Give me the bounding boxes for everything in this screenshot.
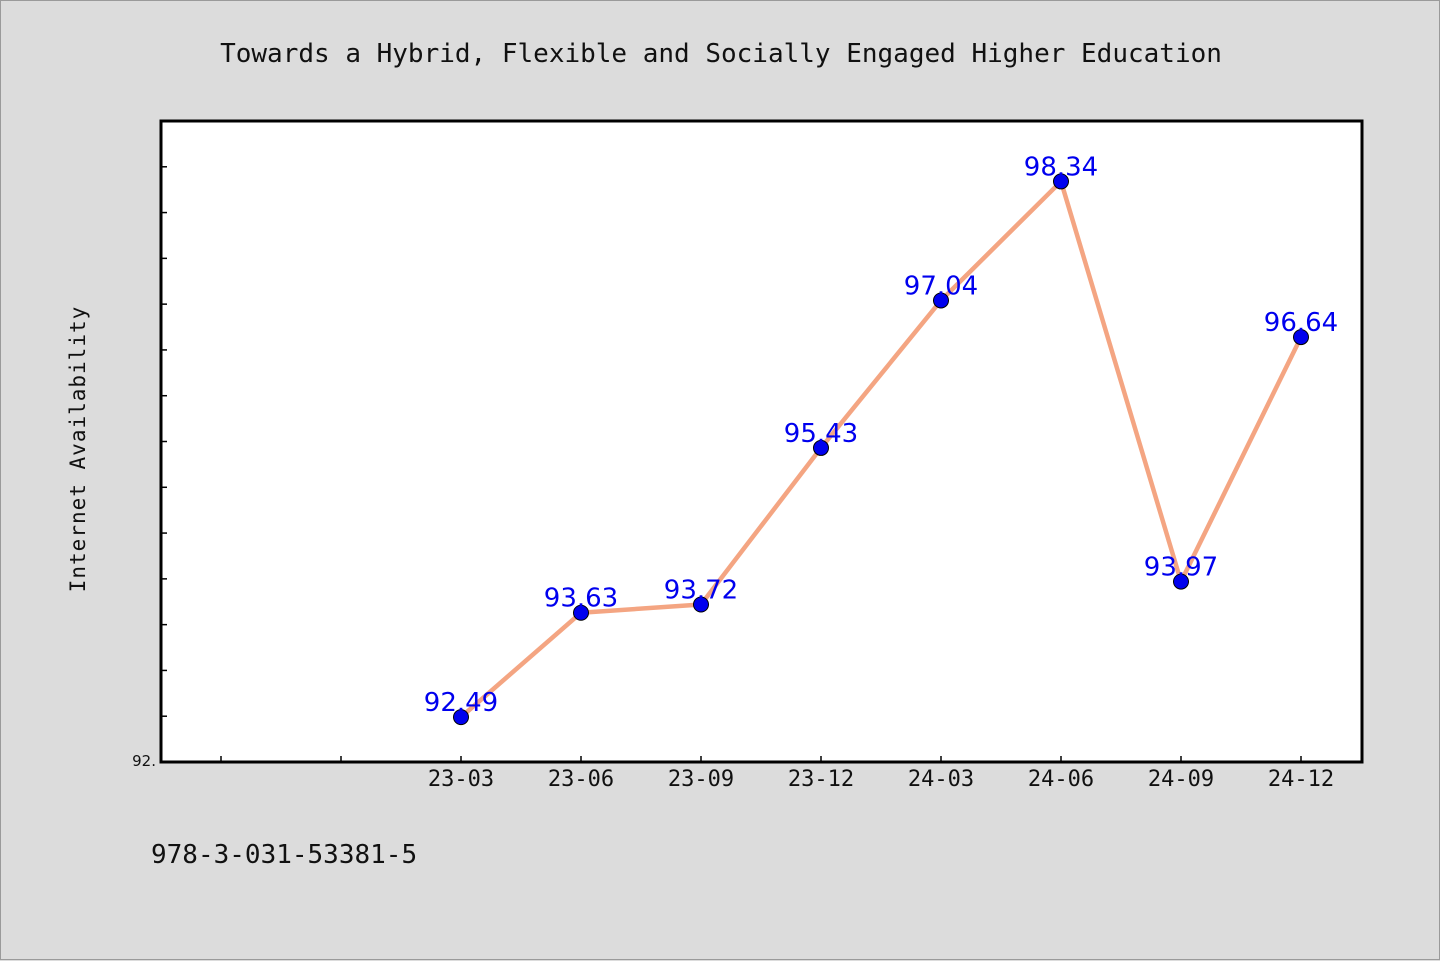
x-tick-label: 24-03 [908, 767, 974, 792]
x-tick-label: 23-12 [788, 767, 854, 792]
data-point [813, 439, 829, 456]
x-axis-ticks: 23-03 23-06 23-09 23-12 24-03 24-06 24-09 24-12 [220, 756, 1334, 792]
plot-area [159, 119, 1364, 764]
x-tick-label: 24-06 [1028, 767, 1094, 792]
data-label: 98.34 [1024, 152, 1098, 182]
data-label: 92.49 [424, 688, 498, 718]
x-tick-label: 24-09 [1148, 767, 1214, 792]
data-point [693, 596, 709, 613]
data-points [453, 173, 1309, 726]
data-label: 96.64 [1264, 308, 1338, 338]
chart-title: Towards a Hybrid, Flexible and Socially … [220, 39, 1222, 69]
x-tick-label: 23-06 [548, 767, 614, 792]
y-axis-ticks [161, 120, 167, 717]
x-tick-label: 24-12 [1268, 767, 1334, 792]
y-tick-label: 92. [132, 752, 156, 770]
data-point [1173, 573, 1189, 590]
series-line-group [459, 179, 1304, 719]
data-label: 93.97 [1144, 553, 1218, 583]
data-label: 95.43 [784, 419, 858, 449]
data-label: 93.63 [544, 584, 618, 614]
data-label: 97.04 [904, 271, 978, 301]
footer-isbn: 978-3-031-53381-5 [151, 840, 417, 870]
data-point [1053, 173, 1069, 190]
data-point [573, 604, 589, 621]
data-point [1293, 329, 1309, 346]
data-label: 93.72 [664, 575, 738, 605]
data-labels: 92.49 93.63 93.72 95.43 97.04 98.34 93.97 96.64 [424, 152, 1338, 718]
data-point [933, 292, 949, 309]
x-tick-label: 23-09 [668, 767, 734, 792]
x-tick-label: 23-03 [428, 767, 494, 792]
data-point [453, 709, 469, 726]
y-axis-label: Internet Availability [66, 306, 90, 593]
series-line [459, 179, 1304, 719]
